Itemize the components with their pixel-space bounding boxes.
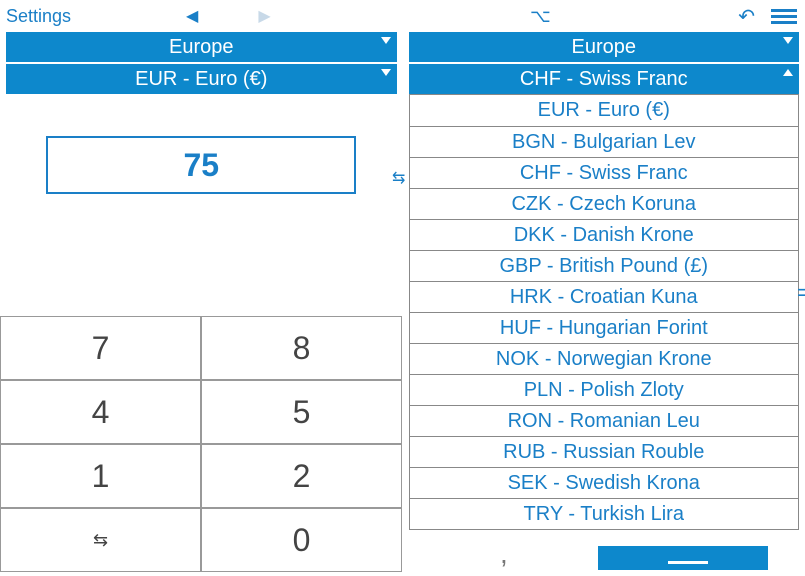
currency-option[interactable]: DKK - Danish Krone bbox=[410, 219, 799, 250]
chevron-up-icon bbox=[783, 69, 793, 76]
keypad-1[interactable]: 1 bbox=[0, 444, 201, 508]
keypad-2[interactable]: 2 bbox=[201, 444, 402, 508]
keypad-comma-peek: , bbox=[500, 538, 508, 570]
currency-option[interactable]: BGN - Bulgarian Lev bbox=[410, 126, 799, 157]
swap-currencies-icon[interactable]: ⇆ bbox=[392, 168, 405, 188]
keypad-8[interactable]: 8 bbox=[201, 316, 402, 380]
currency-option[interactable]: CHF - Swiss Franc bbox=[410, 157, 799, 188]
right-currency-dropdown[interactable]: CHF - Swiss Franc bbox=[409, 64, 800, 94]
hamburger-menu-icon[interactable] bbox=[771, 9, 797, 24]
keypad-4[interactable]: 4 bbox=[0, 380, 201, 444]
currency-option[interactable]: RUB - Russian Rouble bbox=[410, 436, 799, 467]
obscured-button-line bbox=[668, 561, 708, 564]
undo-icon[interactable]: ↶ bbox=[738, 4, 755, 29]
keypad-5[interactable]: 5 bbox=[201, 380, 402, 444]
nav-arrows: ◀ ▶ bbox=[186, 6, 271, 26]
currency-option[interactable]: TRY - Turkish Lira bbox=[410, 498, 799, 529]
chevron-down-icon bbox=[381, 69, 391, 76]
forward-arrow-icon: ▶ bbox=[258, 6, 270, 26]
left-currency-dropdown[interactable]: EUR - Euro (€) bbox=[6, 64, 397, 94]
keypad-7[interactable]: 7 bbox=[0, 316, 201, 380]
left-currency-label: EUR - Euro (€) bbox=[135, 68, 267, 91]
right-region-dropdown[interactable]: Europe bbox=[409, 32, 800, 62]
currency-option[interactable]: HUF - Hungarian Forint bbox=[410, 312, 799, 343]
chevron-down-icon bbox=[381, 37, 391, 44]
currency-option[interactable]: SEK - Swedish Krona bbox=[410, 467, 799, 498]
currency-option[interactable]: CZK - Czech Koruna bbox=[410, 188, 799, 219]
right-region-label: Europe bbox=[572, 36, 637, 59]
settings-link[interactable]: Settings bbox=[6, 6, 71, 27]
right-currency-label: CHF - Swiss Franc bbox=[520, 68, 688, 91]
numeric-keypad: 7 8 4 5 1 2 ⇆ 0 bbox=[0, 316, 402, 572]
top-toolbar: Settings ◀ ▶ ⌥ ↶ bbox=[0, 0, 805, 32]
chevron-down-icon bbox=[783, 37, 793, 44]
keypad-swap[interactable]: ⇆ bbox=[0, 508, 201, 572]
currency-option[interactable]: PLN - Polish Zloty bbox=[410, 374, 799, 405]
bottom-obscured-row: , bbox=[410, 542, 798, 570]
currency-option[interactable]: GBP - British Pound (£) bbox=[410, 250, 799, 281]
currency-option[interactable]: HRK - Croatian Kuna bbox=[410, 281, 799, 312]
amount-value: 75 bbox=[183, 147, 219, 184]
currency-options-list: EUR - Euro (€) BGN - Bulgarian Lev CHF -… bbox=[409, 94, 800, 530]
keypad-0[interactable]: 0 bbox=[201, 508, 402, 572]
obscured-button[interactable] bbox=[598, 546, 768, 570]
currency-option[interactable]: EUR - Euro (€) bbox=[410, 95, 799, 126]
option-key-icon[interactable]: ⌥ bbox=[530, 6, 551, 27]
equals-peek: = bbox=[797, 280, 805, 300]
currency-option[interactable]: NOK - Norwegian Krone bbox=[410, 343, 799, 374]
left-region-dropdown[interactable]: Europe bbox=[6, 32, 397, 62]
currency-option[interactable]: RON - Romanian Leu bbox=[410, 405, 799, 436]
amount-input[interactable]: 75 bbox=[46, 136, 356, 194]
right-column: Europe CHF - Swiss Franc EUR - Euro (€) … bbox=[403, 32, 805, 530]
left-region-label: Europe bbox=[169, 36, 234, 59]
back-arrow-icon[interactable]: ◀ bbox=[186, 6, 198, 26]
